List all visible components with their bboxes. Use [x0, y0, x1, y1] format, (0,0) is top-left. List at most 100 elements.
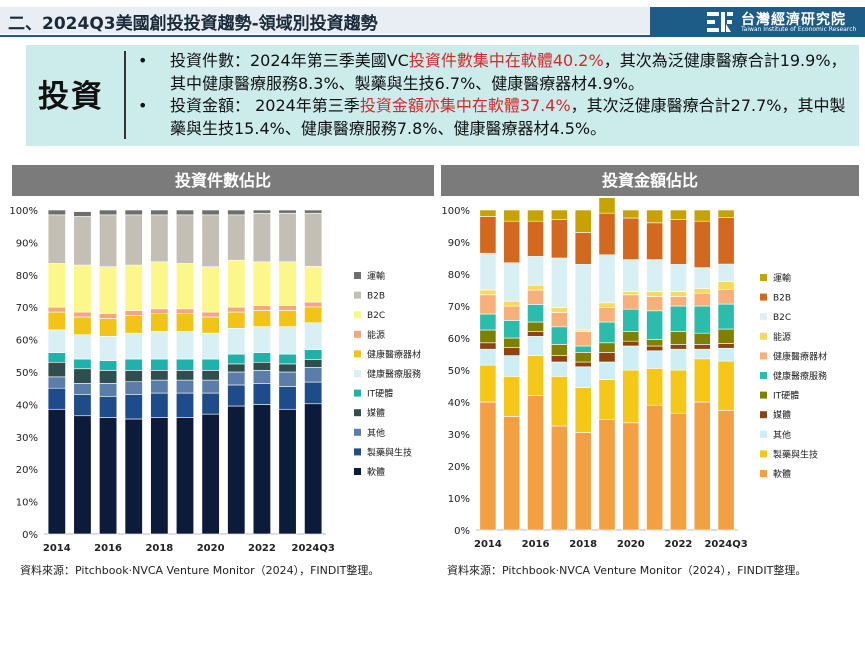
bar-segment-軟體	[574, 432, 592, 531]
legend-swatch	[354, 350, 361, 358]
bar-segment-B2B	[622, 217, 640, 260]
bar-segment-健康醫療服務	[717, 303, 735, 330]
bullet-icon: •	[138, 96, 148, 115]
bar-segment-媒體	[670, 344, 687, 350]
x-tick-label: 2018	[569, 539, 597, 550]
bar-segment-運輸	[73, 211, 92, 217]
bar-segment-製藥與生技	[717, 360, 735, 411]
bar-segment-製藥與生技	[479, 364, 497, 403]
bar-segment-IT硬體	[527, 321, 544, 332]
x-tick-label: 2016	[522, 539, 550, 550]
legend-label: IT硬體	[367, 388, 393, 400]
bar-segment-健康醫療器材	[717, 289, 735, 305]
amount-highlight: 投資金額亦集中在軟體37.4%	[359, 96, 571, 115]
bar-segment-B2B	[646, 222, 664, 260]
bar-segment-健康醫療服務	[479, 313, 497, 331]
count-chart: 0% 10% 20% 30% 40% 50% 60% 70% 80% 90% 100% 2014 201…	[4, 198, 434, 564]
bar-segment-製藥與生技	[278, 386, 297, 410]
bar-segment-軟體	[47, 408, 66, 535]
amount-chart-svg: 0% 10% 20% 30% 40% 50% 60% 70% 80% 90% 100% 2014 201…	[441, 193, 827, 550]
bar-segment-健康醫療器材	[201, 316, 220, 334]
bar-segment-運輸	[278, 209, 297, 214]
bar-segment-B2C	[304, 266, 323, 303]
bar-segment-媒體	[598, 352, 616, 363]
bar-segment-製藥與生技	[598, 379, 616, 420]
bar-segment-製藥與生技	[622, 369, 640, 424]
legend-swatch	[760, 313, 767, 321]
bar-segment-B2B	[598, 212, 616, 256]
legend-swatch	[760, 411, 767, 419]
bar-segment-媒體	[99, 370, 118, 384]
bar-segment-健康醫療服務	[646, 310, 664, 340]
bar-segment-B2C	[717, 263, 735, 282]
bar-segment-健康醫療器材	[99, 318, 118, 337]
y-tick-label: 30%	[448, 430, 470, 441]
x-tick-label: 2022	[248, 543, 276, 554]
summary-tag: 投資	[38, 79, 104, 115]
bar-segment-能源	[598, 302, 616, 308]
bar-segment-能源	[717, 281, 735, 290]
count-highlight: 投資件數集中在軟體40.2%	[408, 51, 604, 70]
bar-segment-B2B	[479, 216, 497, 254]
bar-segment-B2C	[73, 264, 92, 313]
header-band	[0, 7, 650, 34]
bar-segment-其他	[646, 350, 664, 369]
bar-segment-能源	[175, 308, 195, 314]
bar-segment-軟體	[646, 404, 664, 531]
bar-segment-媒體	[717, 343, 735, 349]
legend-swatch	[354, 311, 361, 319]
summary-list: • 投資件數：2024年第三季美國VC投資件數集中在軟體40.2%，其次為泛健康…	[138, 50, 850, 140]
legend-swatch	[760, 332, 767, 340]
bar-segment-媒體	[527, 331, 544, 337]
bar-segment-IT硬體	[47, 352, 66, 363]
bar-segment-B2C	[479, 252, 497, 291]
bar-segment-運輸	[201, 209, 220, 216]
bar-segment-媒體	[252, 361, 271, 371]
bar-segment-其他	[124, 381, 143, 395]
y-tick-label: 60%	[448, 334, 470, 345]
bar-segment-其他	[479, 348, 497, 366]
summary-box: 投資 • 投資件數：2024年第三季美國VC投資件數集中在軟體40.2%，其次為…	[26, 45, 859, 146]
bar-segment-其他	[304, 367, 323, 383]
bar-segment-能源	[550, 307, 568, 313]
bar-segment-B2C	[670, 264, 687, 292]
bar-segment-軟體	[503, 416, 521, 531]
bar-segment-B2B	[527, 220, 544, 257]
x-tick-label: 2024Q3	[704, 539, 747, 550]
bar-segment-其他	[73, 383, 92, 395]
bar-segment-能源	[622, 291, 640, 296]
bar-segment-製藥與生技	[693, 358, 711, 403]
bar-segment-運輸	[622, 209, 640, 219]
bar-segment-B2B	[175, 214, 195, 264]
legend-label: 能源	[773, 331, 791, 343]
legend-swatch	[760, 274, 767, 281]
bar-segment-IT硬體	[717, 328, 735, 344]
bar-segment-運輸	[670, 209, 687, 220]
bar-segment-媒體	[201, 370, 220, 381]
bar-segment-其他	[503, 355, 521, 377]
bar-segment-IT硬體	[550, 344, 568, 356]
bar-segment-軟體	[598, 419, 616, 531]
bar-segment-健康醫療服務	[227, 327, 246, 355]
bar-segment-運輸	[47, 209, 66, 216]
bar-segment-軟體	[670, 412, 687, 531]
bar-segment-軟體	[278, 408, 297, 535]
bar-segment-製藥與生技	[99, 396, 118, 418]
bar-segment-其他	[201, 379, 220, 394]
y-tick-label: 40%	[16, 400, 38, 411]
bar-segment-其他	[278, 371, 297, 387]
bar-segment-製藥與生技	[47, 387, 66, 410]
bar-segment-能源	[124, 310, 143, 316]
bar-segment-軟體	[693, 401, 711, 531]
bar-segment-B2C	[175, 263, 195, 310]
bar-segment-B2B	[227, 214, 246, 261]
bar-segment-健康醫療服務	[99, 336, 118, 361]
bar-segment-軟體	[150, 417, 169, 535]
bar-segment-其他	[670, 348, 687, 371]
bar-segment-能源	[201, 311, 220, 318]
bar-segment-能源	[47, 306, 66, 313]
bar-segment-健康醫療器材	[175, 313, 195, 332]
bar-segment-健康醫療服務	[201, 332, 220, 360]
count-suffix: ，其次為泛健康醫療合計19.9%，其中健康醫療服務8.3%、製藥與生技6.7%、…	[170, 51, 847, 93]
x-tick-label: 2020	[617, 539, 645, 550]
